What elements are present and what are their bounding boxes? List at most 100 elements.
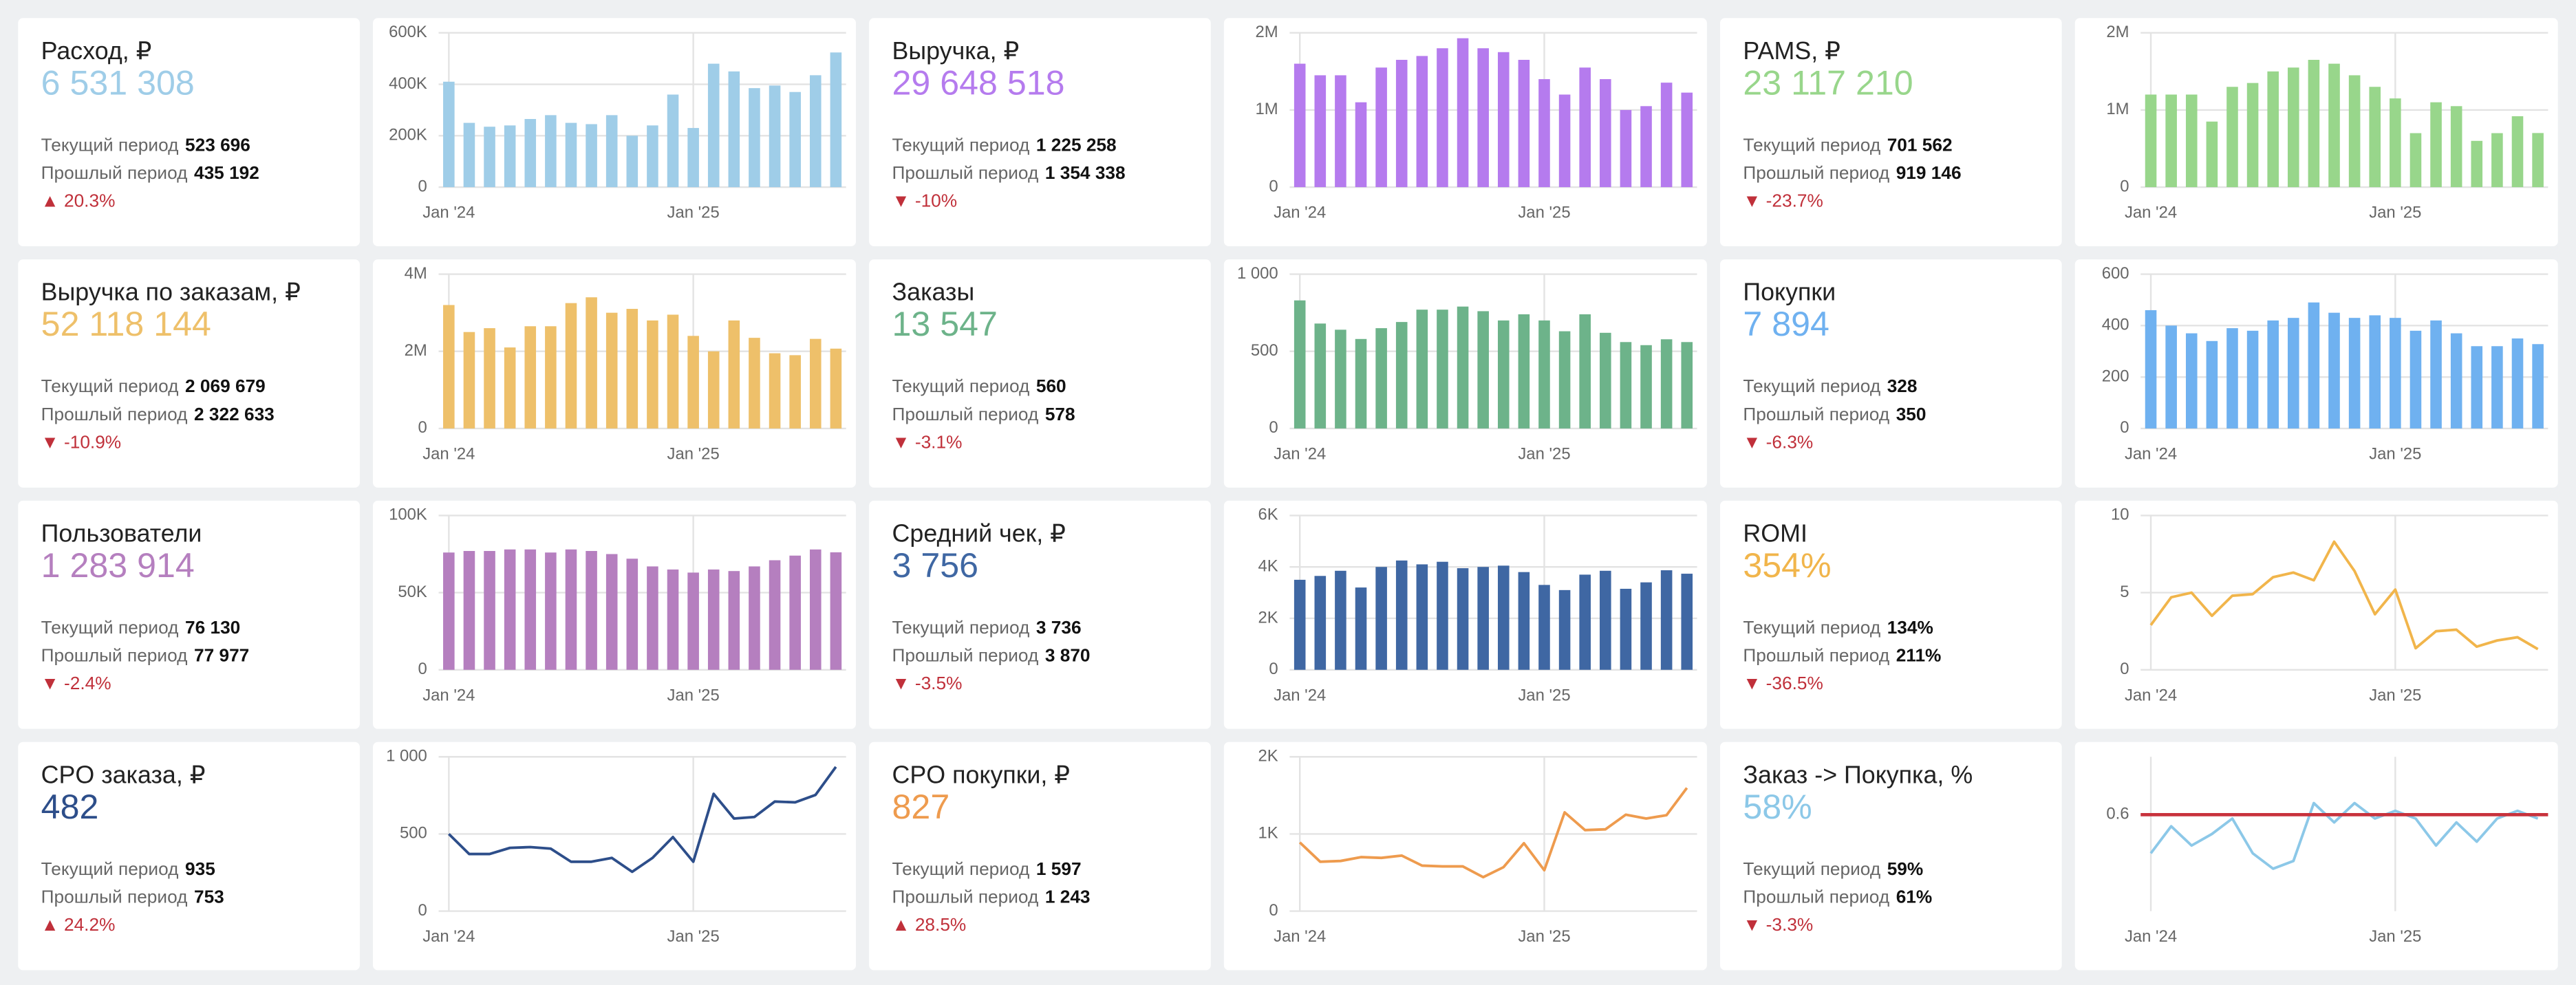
y-tick-label: 0 (418, 660, 427, 678)
previous-period: Прошлый период 1 243 (892, 886, 1091, 907)
bar (626, 559, 638, 670)
bar (545, 552, 557, 670)
bar (1518, 59, 1530, 188)
previous-label: Прошлый период (41, 404, 188, 424)
bar (443, 552, 455, 670)
bar (789, 555, 801, 670)
previous-period: Прошлый период 1 354 338 (892, 162, 1126, 183)
bar (1355, 338, 1367, 429)
bar (463, 551, 475, 670)
kpi-value: 23 117 210 (1743, 63, 1913, 102)
bar (2246, 330, 2259, 429)
x-tick-label: Jan '25 (1518, 204, 1570, 222)
previous-value: 1 354 338 (1045, 162, 1126, 183)
chart: 0 5 10 Jan '24 Jan '25 (2074, 500, 2558, 729)
bar (2390, 98, 2401, 188)
chart-bg (2074, 500, 2558, 729)
previous-value: 1 243 (1045, 886, 1091, 907)
kpi-title: Покупки (1743, 279, 1836, 306)
x-tick-label: Jan '25 (667, 204, 720, 222)
chart: 0.6 Jan '24 Jan '25 (2074, 742, 2558, 971)
kpi-value: 3 756 (892, 546, 978, 585)
bar (1538, 585, 1550, 670)
bar (647, 125, 658, 188)
bar (586, 124, 597, 188)
bar (2450, 106, 2462, 188)
bar (1660, 339, 1673, 429)
current-label: Текущий период (892, 858, 1030, 879)
bar (1660, 83, 1673, 188)
previous-label: Прошлый период (892, 162, 1039, 183)
bar (1681, 574, 1693, 670)
previous-label: Прошлый период (892, 404, 1039, 424)
line (1298, 787, 1688, 879)
bar (830, 348, 842, 429)
y-tick-label: 1K (1258, 824, 1278, 843)
card-bg (1719, 500, 2062, 729)
chart: 0 200 400 600 Jan '24 Jan '25 (2074, 259, 2558, 488)
current-value: 59% (1887, 858, 1924, 879)
previous-period: Прошлый период 2 322 633 (41, 404, 275, 424)
bar (2369, 87, 2381, 188)
current-period: Текущий период 59% (1743, 858, 1923, 879)
current-label: Текущий период (1743, 134, 1880, 155)
current-value: 3 736 (1036, 617, 1082, 638)
card-bg (869, 259, 1211, 488)
current-period: Текущий период 328 (1743, 376, 1917, 396)
kpi-title: Выручка по заказам, ₽ (41, 279, 301, 306)
bar (2409, 133, 2422, 188)
bar (1314, 323, 1327, 429)
bar (626, 309, 638, 429)
chart: 0 500 1 000 Jan '24 Jan '25 (373, 742, 857, 971)
bar (809, 549, 822, 670)
current-label: Текущий период (1743, 617, 1880, 638)
bar (1558, 589, 1571, 670)
kpi-card: Средний чек, ₽3 756 Текущий период 3 736 Пр… (869, 500, 1211, 729)
current-label: Текущий период (41, 134, 179, 155)
bar (1457, 38, 1469, 188)
bar (1681, 342, 1693, 429)
y-tick-label: 200K (389, 126, 427, 144)
bar (2348, 75, 2361, 188)
y-tick-label: 100K (389, 506, 427, 524)
x-tick-label: Jan '25 (1518, 686, 1570, 704)
kpi-card: PAMS, ₽23 117 210 Текущий период 701 562 Пр… (1719, 18, 2062, 247)
bar (504, 125, 516, 188)
bar (1294, 300, 1306, 429)
bar (1579, 574, 1591, 670)
previous-label: Прошлый период (1743, 886, 1889, 907)
chart: 0 200K 400K 600K Jan '24 Jan '25 (373, 18, 857, 247)
previous-period: Прошлый период 578 (892, 404, 1075, 424)
x-tick-label: Jan '24 (1274, 686, 1326, 704)
previous-label: Прошлый период (41, 162, 188, 183)
y-tick-label: 2M (1256, 23, 1278, 41)
bar (1579, 67, 1591, 188)
bar (687, 572, 699, 670)
bar (1518, 314, 1530, 429)
bar (728, 320, 740, 429)
bar (626, 136, 638, 188)
current-label: Текущий период (892, 617, 1030, 638)
current-label: Текущий период (1743, 858, 1880, 879)
x-tick-label: Jan '25 (2369, 444, 2421, 463)
bar (2450, 333, 2462, 429)
change: ▼ -10.9% (41, 431, 121, 452)
card-bg (18, 742, 360, 971)
y-tick-label: 2K (1258, 747, 1278, 766)
bar (1375, 328, 1387, 429)
current-value: 1 225 258 (1036, 134, 1117, 155)
bar (1477, 48, 1489, 188)
bar (2430, 320, 2442, 429)
bar (545, 326, 557, 429)
bar (830, 52, 842, 188)
previous-value: 3 870 (1045, 645, 1091, 666)
y-tick-label: 2M (405, 341, 427, 360)
bar (809, 338, 822, 429)
bar (789, 355, 801, 429)
previous-label: Прошлый период (1743, 645, 1889, 666)
kpi-title: Расход, ₽ (41, 37, 152, 65)
current-period: Текущий период 3 736 (892, 617, 1082, 638)
card-bg (18, 18, 360, 247)
